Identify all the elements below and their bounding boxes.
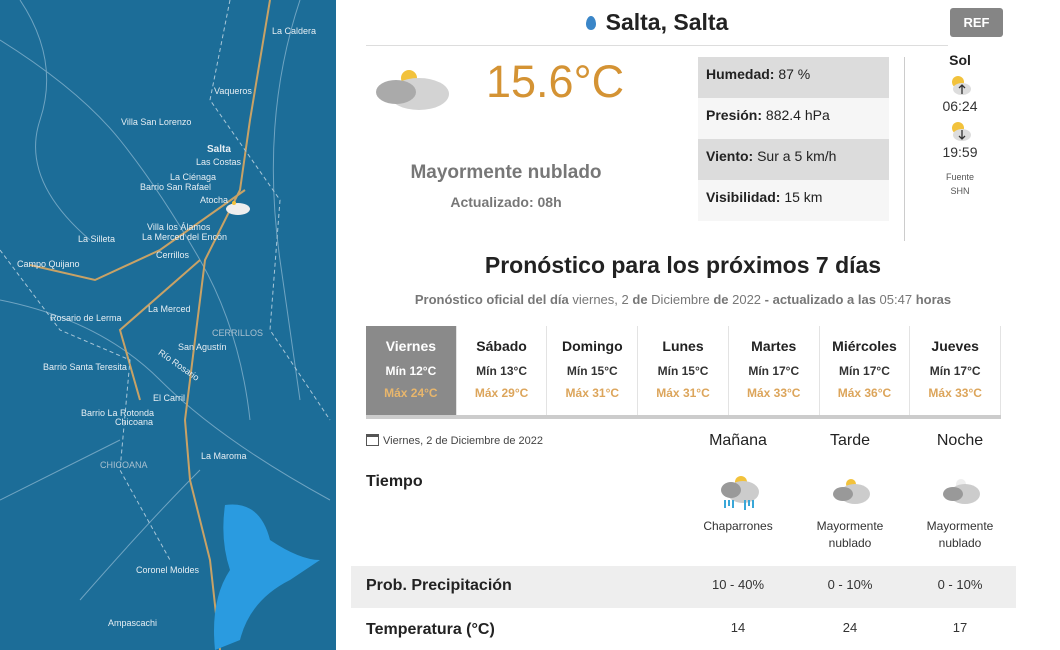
divider [904, 57, 905, 241]
precip-row-bg [351, 566, 1016, 608]
precip-manana: 10 - 40% [711, 577, 765, 592]
sun-panel: Sol 06:24 19:59 Fuente SHN [930, 52, 990, 198]
calendar-icon [366, 434, 379, 446]
sunset-time: 19:59 [942, 144, 978, 160]
map-label: La Ciénaga [170, 172, 217, 182]
forecast-title: Pronóstico para los próximos 7 días [484, 252, 882, 278]
day-tab-sabado[interactable]: Sábado Mín 13°C Máx 29°C [457, 326, 548, 415]
weather-manana: Chaparrones [688, 472, 788, 535]
day-tab-lunes[interactable]: Lunes Mín 15°C Máx 31°C [638, 326, 729, 415]
period-noche: Noche [936, 432, 984, 449]
map-label: Salta [207, 144, 231, 155]
map-label: Villa San Lorenzo [121, 117, 192, 127]
map-label: Chicoana [115, 417, 154, 427]
stat-wind: Viento: Sur a 5 km/h [698, 139, 889, 180]
current-stats: Humedad: 87 % Presión: 882.4 hPa Viento:… [698, 57, 889, 221]
map-roads [0, 0, 331, 650]
source: Fuente SHN [945, 172, 975, 196]
map-label: Campo Quijano [17, 259, 80, 269]
partly-cloudy-icon [376, 70, 449, 110]
row-label-precip: Prob. Precipitación [366, 577, 512, 594]
detail-date: Viernes, 2 de Diciembre de 2022 [366, 434, 543, 447]
weather-tarde: Mayormente nublado [800, 472, 900, 552]
map-label: La Caldera [272, 26, 317, 36]
map-weather-cloud-icon [226, 201, 250, 215]
day-tab-jueves[interactable]: Jueves Mín 17°C Máx 33°C [910, 326, 1002, 415]
cloudy-night-icon [943, 479, 980, 504]
map-label: CERRILLOS [212, 328, 264, 338]
map-label: El Carril [153, 393, 186, 403]
map[interactable]: La Caldera Vaqueros Villa San Lorenzo Sa… [0, 0, 336, 650]
map-label: La Merced [148, 304, 191, 314]
partly-cloudy-icon [833, 479, 870, 504]
forecast-subtitle: Pronóstico oficial del día viernes, 2 de… [414, 292, 952, 307]
map-label: Ampascachi [108, 618, 158, 628]
map-label: Rosario de Lerma [50, 313, 122, 323]
stat-pressure: Presión: 882.4 hPa [698, 98, 889, 139]
sunset-icon [949, 120, 971, 142]
map-label: Cerrillos [156, 250, 190, 260]
period-manana: Mañana [709, 432, 767, 449]
map-label: Barrio Santa Teresita [43, 362, 127, 372]
map-label: Villa los Álamos [147, 222, 211, 232]
day-tabs: Viernes Mín 12°C Máx 24°C Sábado Mín 13°C Má… [366, 326, 1002, 419]
updated-time: Actualizado: 08h [450, 194, 562, 210]
sunrise-time: 06:24 [942, 98, 978, 114]
map-label: Barrio La Rotonda [81, 408, 155, 418]
map-pin-icon [585, 16, 596, 30]
showers-icon [721, 476, 759, 510]
day-tab-viernes[interactable]: Viernes Mín 12°C Máx 24°C [366, 326, 457, 415]
day-tab-miercoles[interactable]: Miércoles Mín 17°C Máx 36°C [820, 326, 911, 415]
map-label: Las Costas [196, 157, 242, 167]
precip-noche: 0 - 10% [937, 577, 983, 592]
current-condition: Mayormente nublado [410, 162, 602, 183]
map-label: Atocha [200, 195, 229, 205]
sun-title: Sol [949, 52, 971, 68]
map-label: San Agustín [178, 342, 227, 352]
stat-visibility: Visibilidad: 15 km [698, 180, 889, 221]
temp-noche: 17 [952, 620, 968, 635]
map-label: CHICOANA [100, 460, 148, 470]
location-title: Salta, Salta [366, 6, 948, 46]
current-temperature: 15.6°C [486, 56, 625, 107]
day-tab-domingo[interactable]: Domingo Mín 15°C Máx 31°C [547, 326, 639, 415]
map-label: La Merced del Encón [142, 232, 228, 242]
location-name: Salta, Salta [605, 9, 729, 35]
stat-humidity: Humedad: 87 % [698, 57, 889, 98]
row-label-tiempo: Tiempo [366, 473, 423, 490]
ref-button[interactable]: REF [950, 8, 1003, 37]
period-tarde: Tarde [829, 432, 871, 449]
day-tab-martes[interactable]: Martes Mín 17°C Máx 33°C [729, 326, 820, 415]
map-label: Vaqueros [214, 86, 252, 96]
sunrise-icon [949, 74, 971, 96]
row-label-temp: Temperatura (°C) [366, 621, 495, 638]
map-label: Coronel Moldes [136, 565, 200, 575]
weather-noche: Mayormente nublado [910, 472, 1010, 552]
map-label: La Silleta [78, 234, 116, 244]
temp-tarde: 24 [842, 620, 858, 635]
map-label: La Maroma [201, 451, 247, 461]
temp-manana: 14 [730, 620, 746, 635]
map-label: Barrio San Rafael [140, 182, 212, 192]
precip-tarde: 0 - 10% [827, 577, 873, 592]
